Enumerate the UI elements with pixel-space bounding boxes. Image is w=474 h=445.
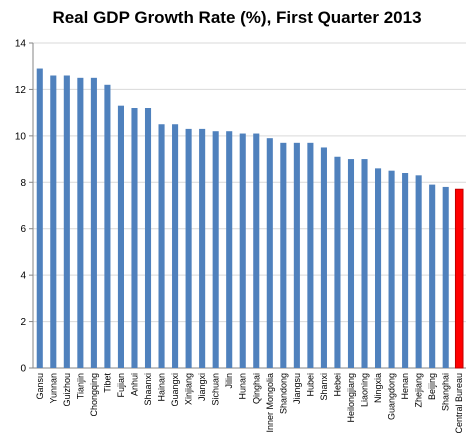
x-tick-label-beijing: Beijing	[427, 373, 437, 400]
x-tick-label-anhui: Anhui	[129, 373, 139, 396]
x-tick-label-hubei: Hubei	[305, 373, 315, 397]
bar-anhui	[131, 108, 138, 368]
y-tick-label-0: 0	[20, 364, 26, 375]
x-tick-label-sichuan: Sichuan	[211, 373, 221, 406]
bar-shanghai	[442, 186, 449, 368]
bar-fujian	[117, 105, 124, 368]
x-tick-label-shandong: Shandong	[278, 373, 288, 414]
bar-liaoning	[361, 159, 368, 368]
bar-qinghai	[253, 133, 260, 368]
bar-jiangsu	[293, 142, 300, 368]
bar-guizhou	[63, 75, 70, 368]
bar-chongqing	[90, 77, 97, 369]
bar-shanxi	[320, 147, 327, 368]
y-tick-label-12: 12	[15, 85, 27, 96]
bar-hebei	[334, 156, 341, 368]
bar-henan	[402, 173, 409, 368]
x-tick-label-shanxi: Shanxi	[319, 373, 329, 401]
x-tick-label-guangxi: Guangxi	[170, 373, 180, 407]
chart-title: Real GDP Growth Rate (%), First Quarter …	[52, 8, 422, 27]
y-tick-label-6: 6	[20, 224, 26, 235]
x-tick-label-central-bureau: Central Bureau	[454, 373, 464, 434]
bar-hainan	[158, 124, 165, 368]
bar-shaanxi	[144, 108, 152, 368]
gridlines	[33, 42, 466, 323]
bar-tibet	[104, 84, 111, 369]
bar-guangdong	[388, 170, 395, 368]
x-tick-label-qinghai: Qinghai	[251, 373, 261, 404]
bar-beijing	[429, 184, 436, 368]
bar-zhejiang	[415, 175, 422, 368]
x-tick-label-inner-mongolia: Inner Mongolia	[265, 373, 275, 433]
bar-gansu	[36, 68, 43, 369]
x-tick-label-gansu: Gansu	[35, 373, 45, 400]
x-tick-label-xinjiang: Xinjiang	[184, 373, 194, 405]
x-tick-label-jiangsu: Jiangsu	[292, 373, 302, 404]
x-tick-label-jiangxi: Jiangxi	[197, 373, 207, 401]
x-tick-label-shanghai: Shanghai	[441, 373, 451, 411]
x-tick-label-tibet: Tibet	[102, 373, 112, 393]
x-tick-label-hunan: Hunan	[238, 373, 248, 400]
bar-inner-mongolia	[266, 138, 273, 368]
x-tick-label-ningxia: Ningxia	[373, 373, 383, 403]
bar-jilin	[226, 131, 233, 368]
y-tick-label-8: 8	[20, 178, 26, 189]
y-tick-label-2: 2	[20, 317, 26, 328]
bar-xinjiang	[185, 128, 192, 368]
bar-ningxia	[375, 168, 382, 368]
bar-central-bureau	[454, 188, 464, 369]
x-tick-label-fujian: Fujian	[116, 373, 126, 398]
bar-jiangxi	[199, 128, 206, 368]
x-tick-label-heilongjiang: Heilongjiang	[346, 373, 356, 423]
y-tick-label-14: 14	[15, 39, 27, 50]
x-tick-label-guizhou: Guizhou	[62, 373, 72, 407]
x-tick-label-hebei: Hebei	[332, 373, 342, 397]
x-tick-label-guangdong: Guangdong	[387, 373, 397, 420]
x-tick-label-jilin: Jilin	[224, 373, 234, 389]
x-tick-label-tianjin: Tianjin	[75, 373, 85, 399]
x-tick-label-liaoning: Liaoning	[360, 373, 370, 407]
x-tick-label-zhejiang: Zhejiang	[414, 373, 424, 408]
x-tick-label-chongqing: Chongqing	[89, 373, 99, 417]
bar-heilongjiang	[347, 159, 355, 368]
y-tick-labels: 0 2 4 6 8 10 12 14	[15, 39, 27, 375]
bar-shandong	[280, 142, 287, 368]
bar-tianjin	[77, 77, 84, 369]
bar-yunnan	[50, 75, 57, 368]
bar-sichuan	[212, 131, 219, 368]
x-tick-label-henan: Henan	[400, 373, 410, 400]
bar-guangxi	[172, 124, 179, 368]
x-tick-label-shaanxi: Shaanxi	[143, 373, 153, 406]
bar-hubei	[307, 142, 314, 368]
bars	[36, 68, 464, 369]
x-tick-label-yunnan: Yunnan	[48, 373, 58, 404]
y-tick-label-4: 4	[20, 271, 26, 282]
x-tick-label-hainan: Hainan	[157, 373, 167, 402]
y-tick-label-10: 10	[15, 131, 27, 142]
bar-hunan	[239, 133, 246, 368]
x-tick-labels: Gansu Yunnan Guizhou Tianjin Chongqing Tibet F…	[35, 373, 464, 434]
